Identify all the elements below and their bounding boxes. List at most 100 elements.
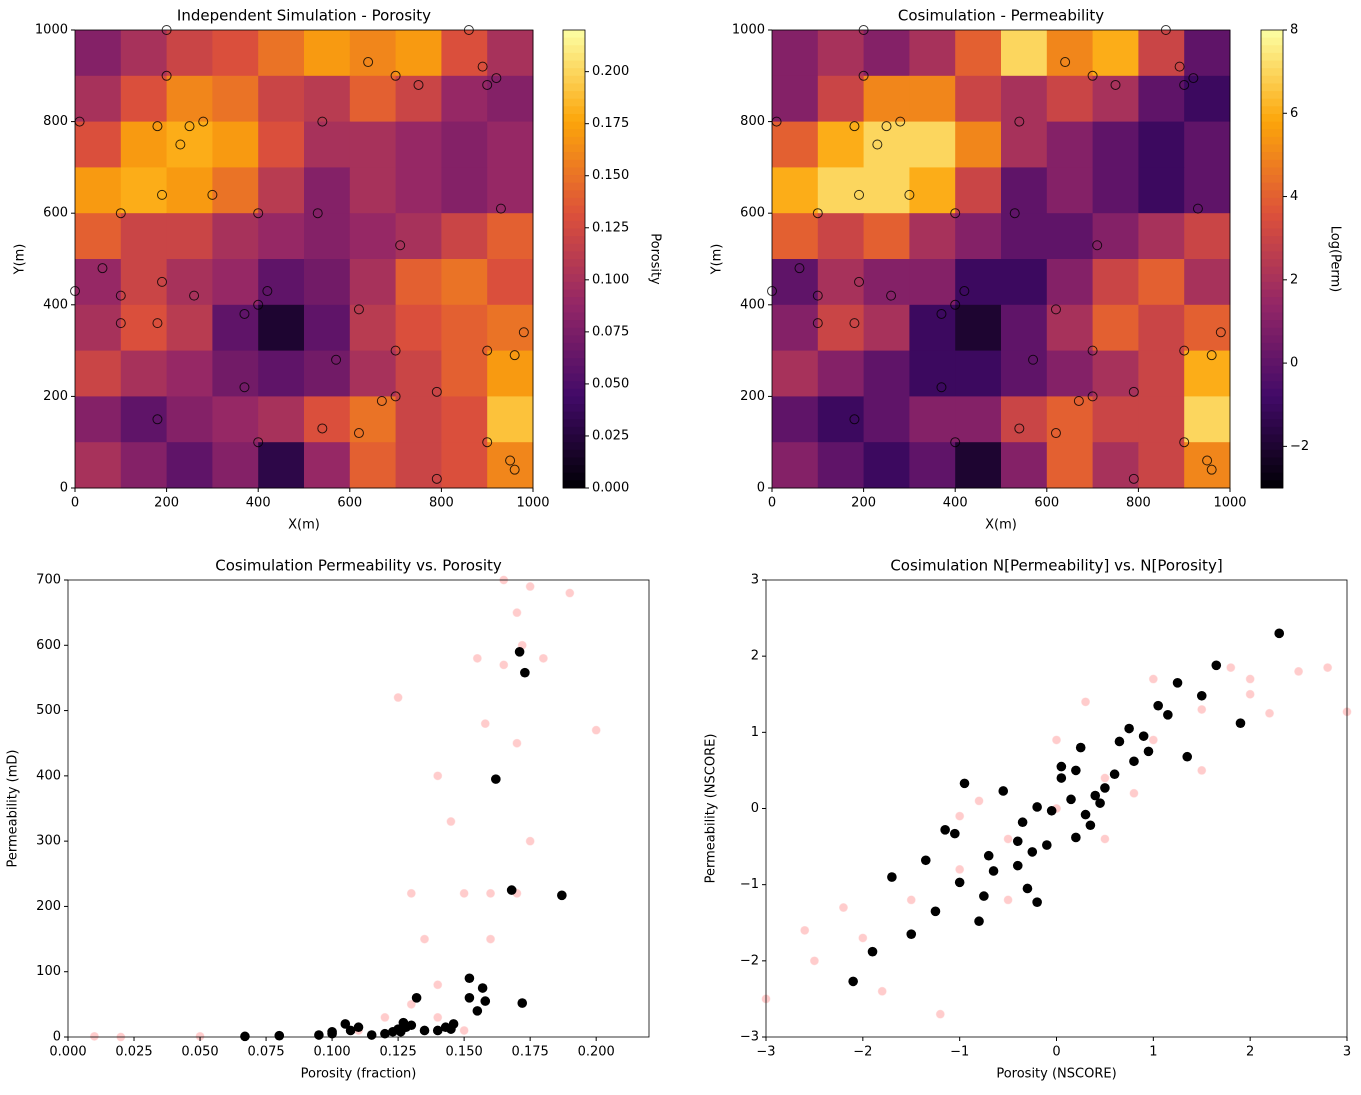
colorbar-step bbox=[563, 449, 585, 458]
heatmap-cell bbox=[1092, 75, 1139, 123]
colorbar-step bbox=[563, 175, 585, 184]
heatmap-cell bbox=[75, 121, 122, 168]
colorbar-tick-label: 4 bbox=[1290, 189, 1298, 204]
well bbox=[1179, 437, 1190, 448]
colorbar-tick-label: 2 bbox=[1290, 272, 1298, 287]
well bbox=[1206, 350, 1217, 361]
colorbar-step bbox=[563, 205, 585, 214]
heatmap-cell bbox=[258, 167, 305, 214]
x-tick-label: 1000 bbox=[1213, 496, 1246, 511]
well bbox=[505, 455, 516, 466]
scatter-point bbox=[1100, 783, 1110, 793]
heatmap-cell bbox=[258, 75, 305, 123]
colorbar-step bbox=[563, 281, 585, 291]
y-axis-label: Permeability (NSCORE) bbox=[704, 734, 719, 884]
scatter-point bbox=[983, 850, 994, 861]
y-tick-label: 400 bbox=[43, 297, 68, 312]
colorbar-step bbox=[563, 68, 585, 77]
colorbar-step bbox=[563, 465, 585, 474]
scatter-point bbox=[1264, 708, 1275, 719]
well bbox=[950, 299, 961, 310]
heatmap-cell bbox=[395, 304, 442, 352]
scatter-point bbox=[1003, 894, 1014, 905]
heatmap-cell bbox=[258, 350, 305, 397]
colorbar-step bbox=[1261, 68, 1283, 77]
scatter-point bbox=[1148, 734, 1159, 745]
colorbar-step bbox=[563, 419, 585, 428]
colorbar-step bbox=[1261, 45, 1283, 54]
well bbox=[482, 437, 493, 448]
heatmap-cell bbox=[441, 213, 488, 260]
scatter-point bbox=[1003, 833, 1014, 844]
scatter-point bbox=[954, 877, 965, 888]
colorbar-step bbox=[563, 342, 585, 352]
scatter-point bbox=[406, 888, 417, 899]
heatmap-cell bbox=[120, 396, 168, 443]
colorbar-label: Porosity bbox=[648, 233, 663, 285]
heatmap-cell bbox=[441, 442, 488, 489]
well bbox=[1215, 327, 1226, 338]
colorbar-step bbox=[1261, 442, 1283, 451]
well bbox=[115, 290, 126, 301]
x-tick-label: 200 bbox=[154, 496, 179, 511]
x-axis-label: X(m) bbox=[985, 518, 1017, 533]
heatmap-cell bbox=[166, 396, 213, 443]
scatter-point bbox=[345, 1025, 356, 1036]
colorbar-step bbox=[1261, 228, 1283, 237]
well bbox=[353, 304, 364, 315]
well bbox=[881, 121, 892, 132]
heatmap-cell bbox=[304, 259, 351, 306]
colorbar-step bbox=[1261, 30, 1283, 39]
colorbar-step bbox=[563, 144, 585, 153]
colorbar-step bbox=[1261, 121, 1283, 130]
heatmap-cell bbox=[304, 396, 351, 443]
colorbar-step bbox=[1261, 381, 1283, 390]
well bbox=[872, 139, 883, 150]
well bbox=[353, 428, 364, 439]
well bbox=[1092, 240, 1103, 251]
well bbox=[175, 139, 186, 150]
x-tick-label: 0.050 bbox=[181, 1045, 218, 1060]
colorbar-step bbox=[563, 388, 585, 397]
heatmap-cell bbox=[1138, 121, 1185, 168]
colorbar-step bbox=[563, 243, 585, 252]
scatter-point bbox=[525, 836, 536, 847]
scatter-point bbox=[498, 659, 509, 670]
well bbox=[390, 345, 401, 356]
y-axis-label: Y(m) bbox=[13, 244, 28, 276]
y-tick-label: 0 bbox=[60, 481, 68, 496]
heatmap-cell bbox=[166, 304, 213, 352]
colorbar-tick-label: 0.025 bbox=[592, 428, 629, 443]
x-tick-label: 0.125 bbox=[380, 1045, 417, 1060]
colorbar-step bbox=[1261, 457, 1283, 466]
colorbar-step bbox=[1261, 342, 1283, 352]
heatmap-cell bbox=[395, 121, 442, 168]
well bbox=[812, 208, 823, 219]
heatmap-cell bbox=[1001, 259, 1048, 306]
colorbar-step bbox=[1261, 396, 1283, 405]
heatmap-cell bbox=[1138, 442, 1185, 489]
y-tick-label: −1 bbox=[740, 877, 759, 892]
well bbox=[950, 208, 961, 219]
heatmap-cell bbox=[863, 75, 910, 123]
y-tick-label: −3 bbox=[740, 1030, 759, 1045]
scatter-point bbox=[459, 888, 470, 899]
scatter-point bbox=[1090, 790, 1101, 801]
y-tick-label: 0 bbox=[757, 481, 765, 496]
y-tick-label: 1000 bbox=[732, 23, 765, 38]
well bbox=[858, 70, 869, 81]
colorbar-step bbox=[563, 365, 585, 374]
heatmap-cell bbox=[1138, 259, 1185, 306]
heatmap-cell bbox=[304, 167, 351, 214]
well bbox=[895, 116, 906, 127]
scatter-point bbox=[1032, 897, 1042, 907]
colorbar-step bbox=[563, 457, 585, 466]
heatmap-cell bbox=[909, 75, 956, 123]
scatter-point bbox=[1235, 718, 1246, 728]
colorbar-step bbox=[563, 442, 585, 451]
well bbox=[115, 318, 126, 329]
scatter-point bbox=[1245, 674, 1256, 685]
y-tick-label: −2 bbox=[740, 953, 759, 968]
heatmap-cell bbox=[395, 167, 442, 214]
colorbar-step bbox=[1261, 175, 1283, 184]
